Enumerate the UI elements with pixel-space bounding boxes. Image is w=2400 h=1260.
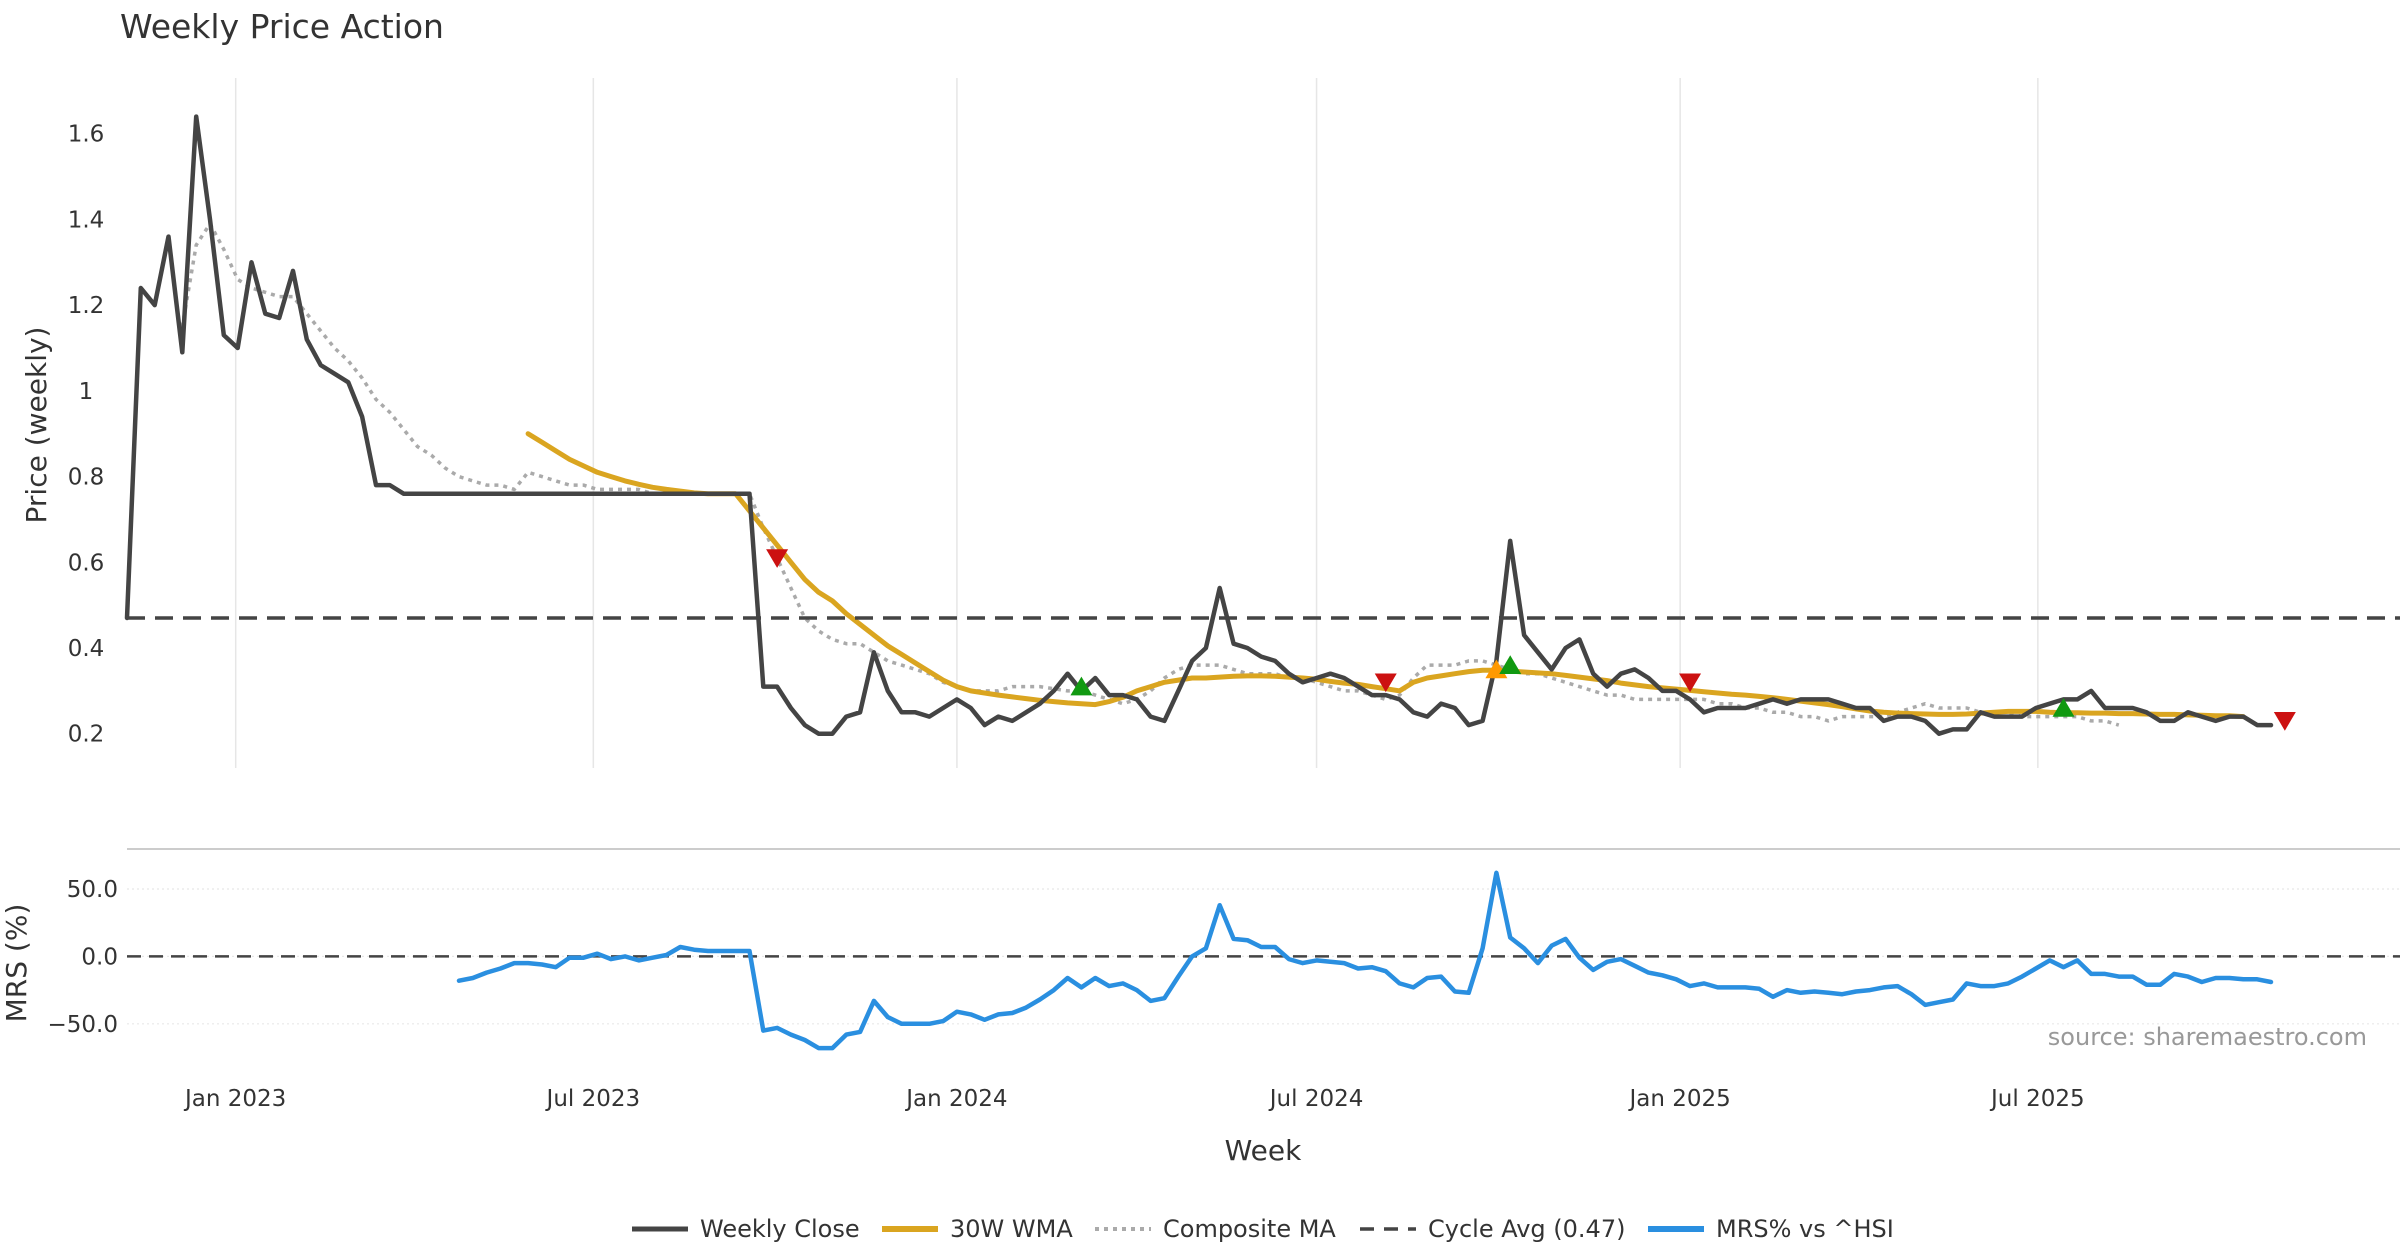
source-credit: source: sharemaestro.com (2048, 1023, 2367, 1051)
x-tick-label: Jan 2024 (904, 1086, 1007, 1112)
x-axis-title: Week (1225, 1134, 1302, 1167)
series-line-weekly-close (124, 114, 2274, 736)
legend-label: Weekly Close (700, 1215, 860, 1243)
series-line-composite-ma (180, 221, 2120, 727)
x-tick-label: Jan 2023 (183, 1086, 286, 1112)
price-gridlines (234, 78, 2039, 768)
sell-signal-marker (1679, 673, 1702, 693)
mrs-y-tick-label: −50.0 (48, 1012, 118, 1038)
mrs-gridlines (127, 888, 2400, 1025)
series-line-mrs (456, 870, 2274, 1051)
mrs-y-ticks: 50.0 0.0 −50.0 (48, 877, 118, 1038)
price-y-ticks: 0.2 0.4 0.6 0.8 1 1.2 1.4 1.6 (68, 122, 105, 748)
buy-signal-marker (1499, 655, 1522, 674)
price-y-tick-label: 1.4 (68, 207, 105, 233)
legend-label: MRS% vs ^HSI (1716, 1215, 1894, 1243)
price-y-tick-label: 1.6 (68, 122, 105, 148)
legend: Weekly Close 30W WMA Composite MA Cycle Avg… (632, 1215, 1894, 1243)
price-y-tick-label: 0.2 (68, 722, 105, 748)
price-panel: 0.2 0.4 0.6 0.8 1 1.2 1.4 1.6 (68, 78, 2400, 768)
x-tick-label: Jul 2023 (545, 1086, 641, 1112)
price-y-tick-label: 1 (79, 379, 94, 405)
legend-label: 30W WMA (950, 1215, 1073, 1243)
buy-signal-marker (1070, 676, 1093, 696)
price-y-tick-label: 0.4 (68, 636, 105, 662)
legend-label: Cycle Avg (0.47) (1428, 1215, 1625, 1243)
chart-title: Weekly Price Action (120, 7, 444, 46)
mrs-y-tick-label: 0.0 (81, 944, 118, 970)
x-tick-label: Jul 2024 (1268, 1086, 1364, 1112)
sell-signal-marker (2273, 712, 2296, 731)
mrs-axis-title: MRS (%) (0, 904, 33, 1023)
sell-signal-marker (766, 549, 789, 568)
mrs-panel: 50.0 0.0 −50.0 (48, 870, 2400, 1051)
buy-signal-marker (2052, 698, 2075, 717)
sell-signal-marker (1374, 673, 1397, 693)
mrs-series (127, 870, 2400, 1051)
price-axis-title: Price (weekly) (20, 327, 53, 524)
price-y-tick-label: 1.2 (68, 293, 105, 319)
x-tick-label: Jul 2025 (1989, 1086, 2085, 1112)
x-axis-ticks: Jan 2023 Jul 2023 Jan 2024 Jul 2024 Jan 2025… (183, 1086, 2085, 1112)
price-y-tick-label: 0.8 (68, 465, 105, 491)
price-series (124, 114, 2400, 736)
legend-label: Composite MA (1163, 1215, 1336, 1243)
x-tick-label: Jan 2025 (1628, 1086, 1731, 1112)
mrs-y-tick-label: 50.0 (67, 877, 118, 903)
signal-markers (766, 549, 2296, 731)
price-y-tick-label: 0.6 (68, 550, 105, 576)
